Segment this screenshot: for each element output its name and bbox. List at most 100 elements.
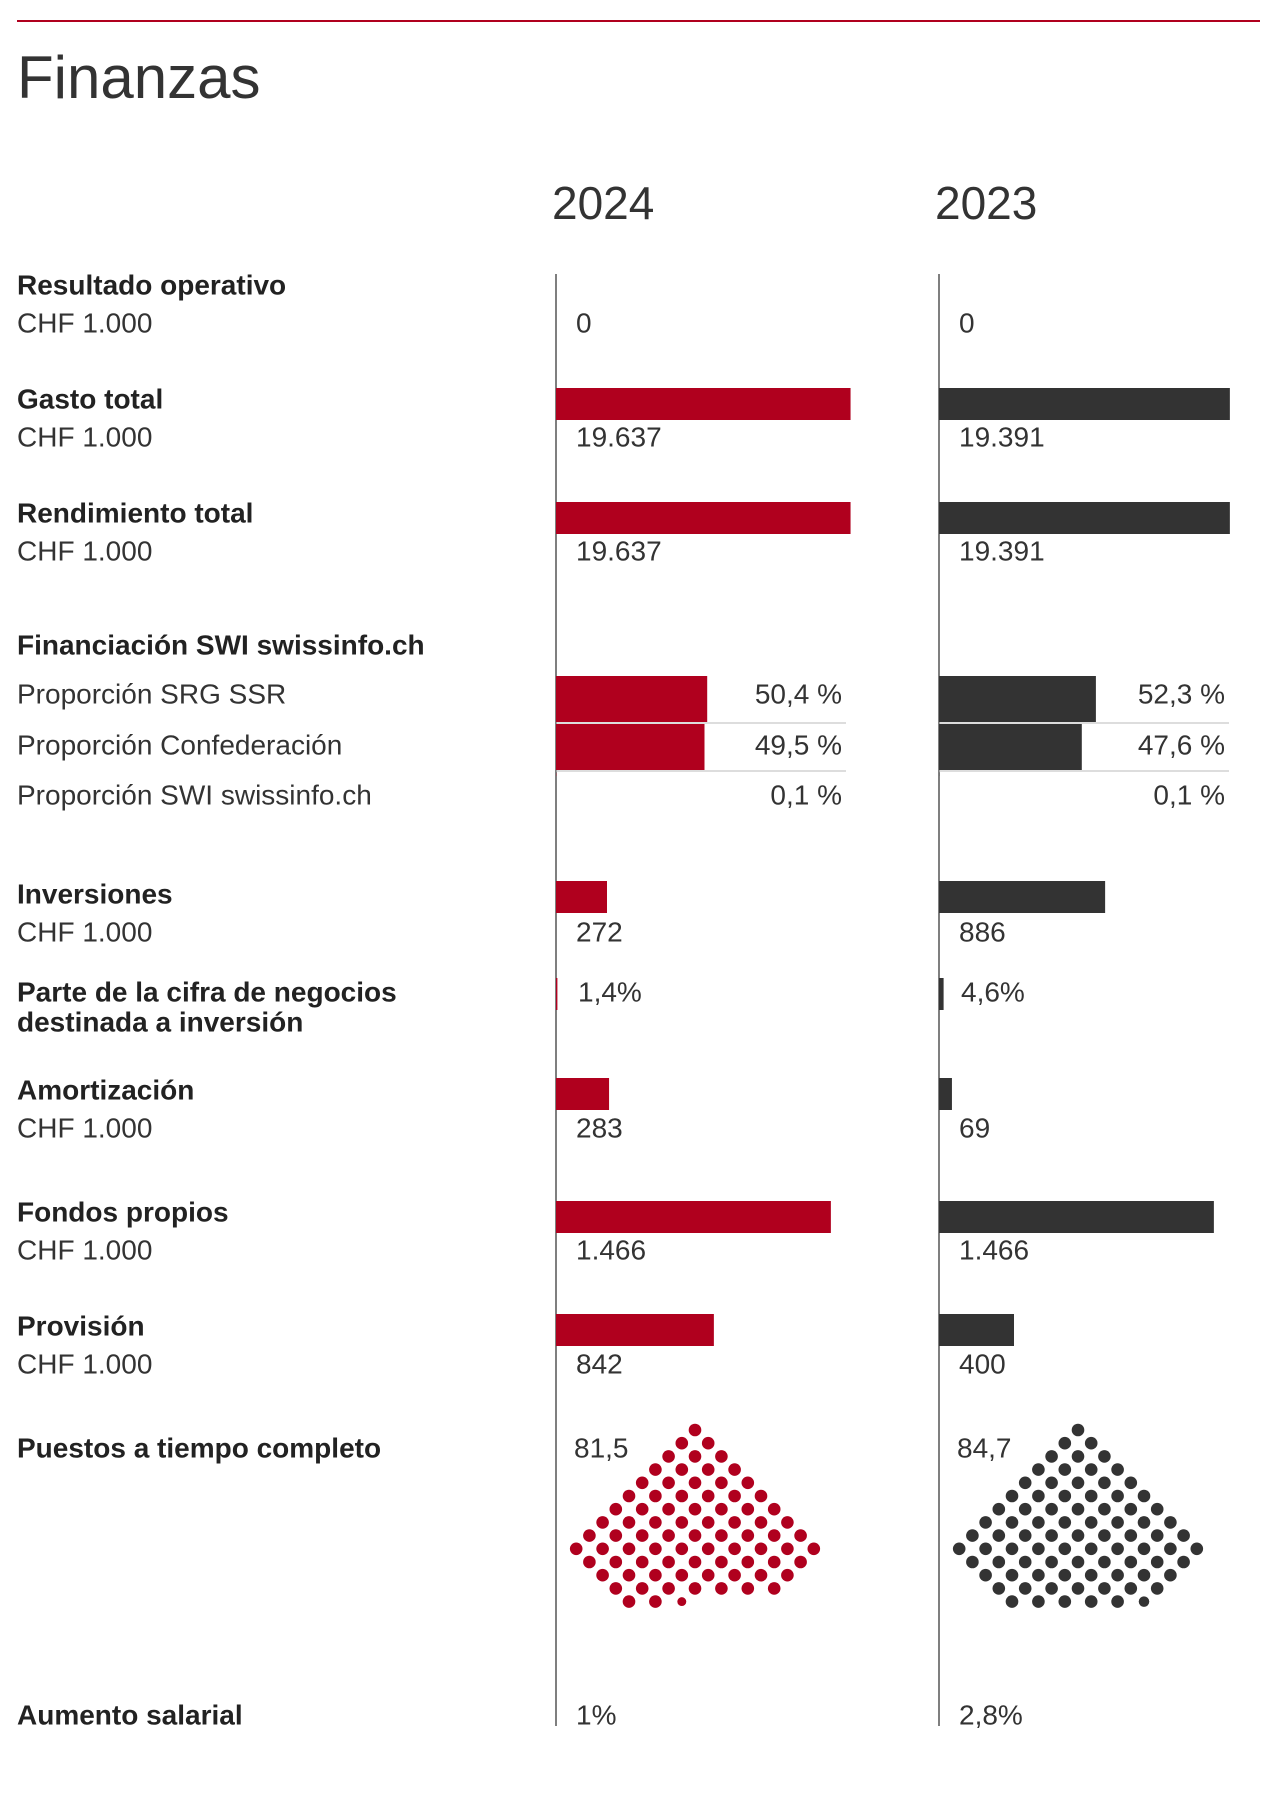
row-title: Financiación SWI swissinfo.ch <box>17 629 425 660</box>
fte-dot <box>1125 1556 1138 1569</box>
value-label: 886 <box>959 916 1006 947</box>
fte-dot <box>596 1543 609 1556</box>
value-label: 81,5 <box>574 1432 629 1463</box>
value-label: 19.637 <box>576 535 662 566</box>
row-title: Provisión <box>17 1310 145 1341</box>
fte-dot <box>1006 1595 1019 1608</box>
fte-dot <box>768 1529 781 1542</box>
bar <box>939 1078 952 1110</box>
fte-dot <box>1098 1503 1111 1516</box>
fte-dot <box>1151 1529 1164 1542</box>
fte-dot <box>1019 1556 1032 1569</box>
bar <box>939 1201 1214 1233</box>
fte-dot <box>1139 1596 1150 1607</box>
fte-dot <box>1085 1569 1098 1582</box>
fte-dot <box>755 1543 768 1556</box>
fte-dot <box>768 1582 781 1595</box>
fte-dot <box>715 1450 728 1463</box>
fte-dot <box>1151 1503 1164 1516</box>
fte-dot <box>1072 1582 1085 1595</box>
fte-dot <box>755 1516 768 1529</box>
fte-dot <box>715 1477 728 1490</box>
fte-dot <box>1111 1595 1124 1608</box>
fte-dot <box>676 1437 689 1450</box>
fte-dot <box>662 1582 675 1595</box>
fte-dot <box>649 1543 662 1556</box>
fte-dot <box>1138 1516 1151 1529</box>
fte-dot <box>1006 1490 1019 1503</box>
fte-dot <box>689 1503 702 1516</box>
fte-dot <box>1164 1516 1177 1529</box>
value-label: 50,4 % <box>755 678 842 709</box>
fte-dot <box>715 1582 728 1595</box>
fte-dot <box>636 1582 649 1595</box>
fte-dot <box>636 1503 649 1516</box>
fte-dot <box>1098 1556 1111 1569</box>
fte-dot <box>1072 1556 1085 1569</box>
fte-dot <box>1125 1503 1138 1516</box>
value-label: 842 <box>576 1348 623 1379</box>
fte-dot <box>1085 1543 1098 1556</box>
fte-dot <box>966 1529 979 1542</box>
fte-dot <box>1125 1582 1138 1595</box>
value-label: 1.466 <box>576 1234 646 1265</box>
value-label: 47,6 % <box>1138 729 1225 760</box>
fte-dot <box>1085 1490 1098 1503</box>
fte-dot <box>966 1556 979 1569</box>
share-bar <box>939 724 1082 770</box>
fte-dot <box>689 1477 702 1490</box>
fte-dot <box>728 1569 741 1582</box>
fte-dot <box>1164 1543 1177 1556</box>
category-label: Proporción SWI swissinfo.ch <box>17 779 372 810</box>
value-label: 19.391 <box>959 421 1045 452</box>
bar <box>556 502 851 534</box>
fte-dot <box>993 1582 1006 1595</box>
fte-dot <box>1059 1543 1072 1556</box>
fte-dot <box>1177 1529 1190 1542</box>
fte-dot <box>1059 1463 1072 1476</box>
fte-dot <box>1085 1437 1098 1450</box>
fte-dot <box>1098 1450 1111 1463</box>
fte-dot <box>742 1582 755 1595</box>
fte-dot <box>689 1529 702 1542</box>
row-title: Gasto total <box>17 383 163 414</box>
row-title: Aumento salarial <box>17 1699 243 1730</box>
bar <box>556 978 557 1010</box>
fte-dot <box>715 1529 728 1542</box>
fte-dot <box>1111 1543 1124 1556</box>
fte-dot <box>649 1490 662 1503</box>
fte-dot <box>728 1463 741 1476</box>
fte-dot <box>794 1556 807 1569</box>
fte-dot <box>1059 1595 1072 1608</box>
fte-dot <box>1032 1543 1045 1556</box>
fte-dot <box>1151 1556 1164 1569</box>
fte-dot <box>702 1463 715 1476</box>
fte-dot <box>781 1569 794 1582</box>
value-label: 19.391 <box>959 535 1045 566</box>
value-label: 400 <box>959 1348 1006 1379</box>
value-label: 19.637 <box>576 421 662 452</box>
fte-dot <box>1111 1463 1124 1476</box>
fte-dot <box>715 1503 728 1516</box>
fte-dot <box>702 1516 715 1529</box>
fte-dot <box>1059 1516 1072 1529</box>
row-title: Amortización <box>17 1074 194 1105</box>
fte-dot <box>583 1556 596 1569</box>
fte-dot <box>662 1556 675 1569</box>
fte-dot <box>662 1477 675 1490</box>
row-title: Inversiones <box>17 878 173 909</box>
row-title: Parte de la cifra de negocios <box>17 976 397 1007</box>
fte-dot <box>1191 1543 1204 1556</box>
fte-dot <box>1032 1490 1045 1503</box>
fte-dot <box>636 1529 649 1542</box>
fte-dot <box>702 1569 715 1582</box>
fte-dot <box>979 1569 992 1582</box>
fte-dot <box>1045 1529 1058 1542</box>
fte-dot <box>689 1424 702 1437</box>
value-label: 0 <box>959 307 975 338</box>
fte-dot <box>728 1490 741 1503</box>
fte-dot <box>993 1556 1006 1569</box>
unit-label: CHF 1.000 <box>17 307 152 338</box>
fte-dot <box>676 1543 689 1556</box>
